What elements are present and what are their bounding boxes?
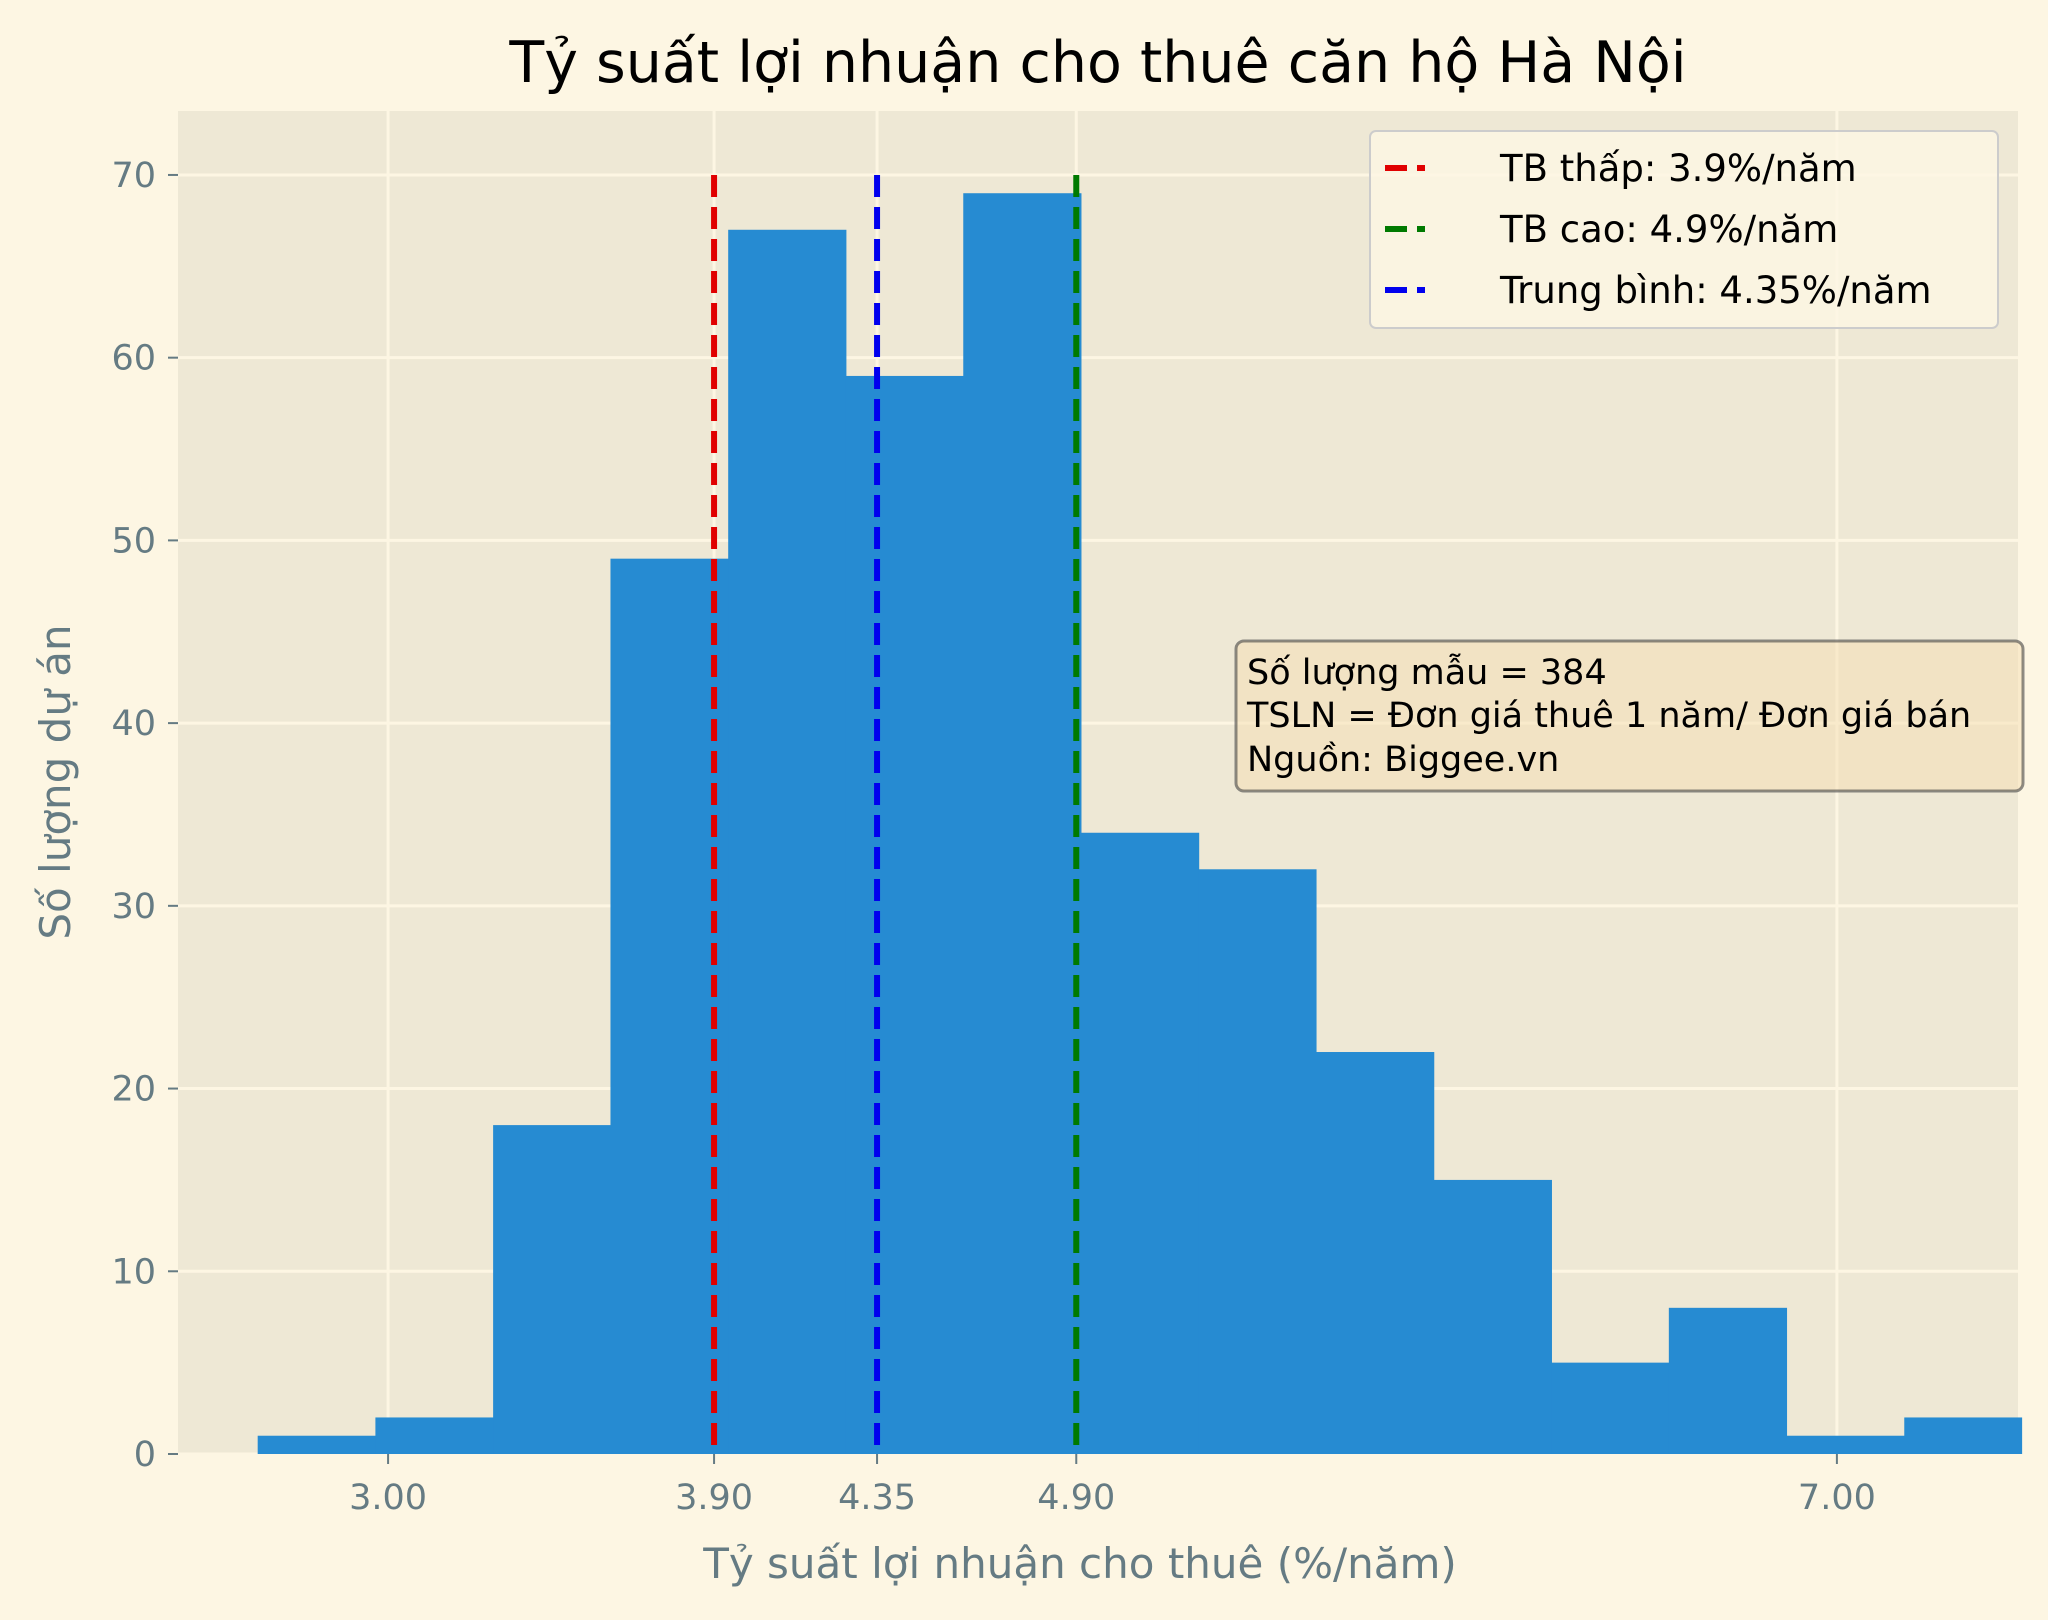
histogram-bar <box>1198 869 1317 1454</box>
reference-lines <box>711 174 1080 1454</box>
histogram-bar <box>257 1435 376 1454</box>
y-tick-label: 30 <box>111 887 156 927</box>
x-tick-label: 3.90 <box>675 1478 753 1518</box>
annotation-line-formula: TSLN = Đơn giá thuê 1 năm/ Đơn giá bán <box>1246 696 1971 736</box>
histogram-bar <box>1316 1052 1435 1454</box>
x-tick-label: 4.35 <box>838 1478 916 1518</box>
y-tick-label: 20 <box>111 1070 156 1110</box>
histogram-bar <box>845 375 964 1455</box>
x-tick-label: 4.90 <box>1037 1478 1115 1518</box>
histogram-bar <box>1080 832 1200 1454</box>
histogram-bar <box>728 229 847 1455</box>
y-tick-label: 60 <box>111 339 156 379</box>
histogram-bar <box>375 1417 494 1454</box>
annotation-line-source: Nguồn: Biggee.vn <box>1247 740 1559 780</box>
y-tick-label: 10 <box>111 1252 156 1292</box>
histogram-bar <box>963 193 1082 1454</box>
histogram-bar <box>1904 1417 2023 1454</box>
legend-box <box>1369 130 1999 329</box>
y-axis-ticks: 0 10 20 30 40 50 60 70 <box>111 156 178 1475</box>
legend-entry-label: TB cao: 4.9%/năm <box>1499 208 1838 251</box>
legend-entry-label: TB thấp: 3.9%/năm <box>1499 147 1857 190</box>
histogram-bar <box>1551 1362 1670 1454</box>
annotation-box: Số lượng mẫu = 384 TSLN = Đơn giá thuê 1… <box>1234 639 2025 793</box>
y-tick-label: 0 <box>134 1435 156 1475</box>
chart-title: Tỷ suất lợi nhuận cho thuê căn hộ Hà Nội <box>508 30 1686 96</box>
histogram-bar <box>610 558 729 1454</box>
histogram-bar <box>1786 1435 1905 1454</box>
annotation-line-sample-size: Số lượng mẫu = 384 <box>1247 652 1607 693</box>
y-tick-label: 50 <box>111 521 156 561</box>
y-tick-label: 40 <box>111 704 156 744</box>
x-tick-label: 7.00 <box>1798 1478 1876 1518</box>
y-tick-label: 70 <box>111 156 156 196</box>
y-axis-label: Số lượng dự án <box>31 624 80 939</box>
x-axis-ticks: 3.00 3.90 4.35 4.90 7.00 <box>349 1454 1876 1518</box>
histogram-bar <box>1668 1307 1788 1454</box>
histogram-bars <box>257 193 2023 1455</box>
legend: TB thấp: 3.9%/năm TB cao: 4.9%/năm Trung b… <box>1369 130 1999 329</box>
legend-entry-label: Trung bình: 4.35%/năm <box>1499 269 1932 312</box>
x-axis-label: Tỷ suất lợi nhuận cho thuê (%/năm) <box>702 1539 1457 1588</box>
annotation-background <box>1234 639 2025 793</box>
histogram-bar <box>493 1125 611 1454</box>
x-tick-label: 3.00 <box>349 1478 427 1518</box>
histogram-bar <box>1433 1179 1552 1454</box>
